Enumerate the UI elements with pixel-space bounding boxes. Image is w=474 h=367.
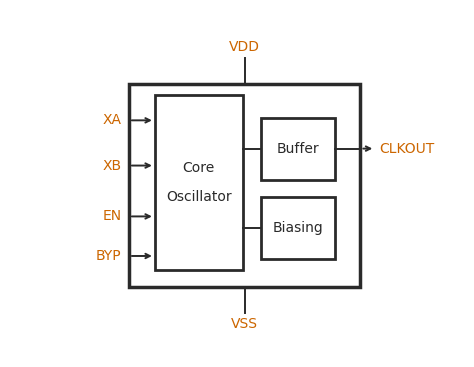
Text: Oscillator: Oscillator — [166, 190, 232, 204]
Text: BYP: BYP — [96, 249, 122, 263]
Bar — [155, 95, 243, 270]
Text: XB: XB — [102, 159, 122, 172]
Text: VSS: VSS — [231, 317, 258, 331]
Bar — [261, 197, 335, 259]
Bar — [261, 117, 335, 180]
Text: Buffer: Buffer — [277, 142, 319, 156]
Text: XA: XA — [103, 113, 122, 127]
Text: Biasing: Biasing — [273, 221, 323, 235]
Bar — [129, 84, 361, 287]
Text: EN: EN — [102, 210, 122, 224]
Text: CLKOUT: CLKOUT — [379, 142, 434, 156]
Text: VDD: VDD — [229, 40, 260, 54]
Text: Core: Core — [182, 161, 215, 175]
